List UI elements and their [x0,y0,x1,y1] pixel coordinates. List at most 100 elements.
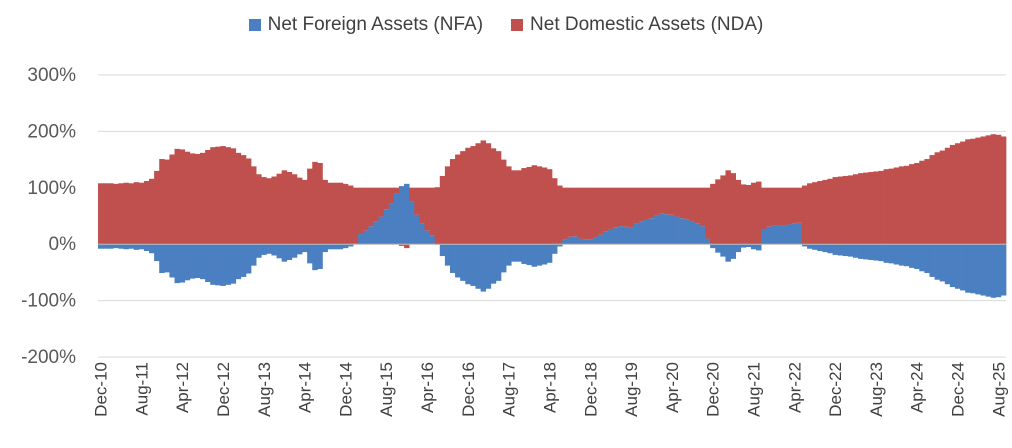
nda-bar [108,183,114,245]
nda-bar [628,187,634,228]
nfa-bar [174,244,180,284]
legend-label-nda: Net Domestic Assets (NDA) [530,14,764,35]
nfa-bar [852,244,859,258]
nfa-bar [235,244,242,280]
nda-bar [914,162,920,245]
nda-bar [924,159,930,245]
nda-bar [801,185,808,245]
nfa-bar [118,244,124,249]
nda-bar [633,187,640,224]
nda-bar [684,187,691,220]
nda-bar [740,184,747,245]
nda-bar [470,146,476,245]
x-tick-label: Aug-21 [744,362,763,417]
nfa-bar [618,226,624,245]
nda-bar [378,187,385,217]
nda-bar [383,187,390,210]
nda-bar [159,159,165,245]
nda-bar [776,187,782,226]
nda-bar [725,170,731,245]
nda-bar [164,159,170,245]
nda-bar [215,146,221,245]
nda-bar [995,134,1002,245]
nda-bar [648,187,655,219]
nfa-bar [781,225,788,245]
nfa-bar [827,244,833,254]
nda-bar [699,187,706,227]
nfa-bar [715,244,721,253]
nfa-bar [898,244,905,266]
nfa-bar [189,244,196,279]
nfa-bar [409,201,415,245]
nda-bar [965,139,971,245]
nfa-bar [592,237,599,245]
nda-bar [516,170,522,245]
nda-bar [485,143,492,245]
nda-bar [745,184,752,245]
nda-bar [659,187,665,214]
nfa-bar [842,244,849,257]
x-tick-label: Apr-20 [663,362,682,413]
nfa-bar [654,215,660,245]
nda-bar [128,183,135,245]
nfa-bar [495,244,502,281]
nfa-bar [225,244,231,285]
nfa-bar [791,223,798,245]
nda-bar [812,182,818,245]
nda-bar [990,134,997,245]
nfa-bar [429,235,436,245]
nfa-bar [710,244,716,249]
nfa-bar [184,244,191,281]
nda-bar [245,158,252,245]
nfa-bar [817,244,823,251]
nfa-bar [536,244,543,266]
x-tick-label: Aug-19 [622,362,641,417]
nda-bar [347,185,354,245]
nda-bar [929,155,935,245]
nda-bar [429,187,436,236]
legend-item-nfa: Net Foreign Assets (NFA) [248,14,483,36]
nfa-bar [562,239,568,245]
nda-bar [521,168,527,245]
nda-bar [526,166,532,245]
nda-bar [511,170,517,245]
nda-bar [373,187,379,222]
x-tick-label: Aug-25 [989,362,1008,417]
nfa-bar [439,244,446,257]
nfa-bar [740,244,747,248]
nfa-bar [623,226,629,245]
nfa-bar [506,244,512,266]
nda-bar [842,175,849,245]
nfa-bar [903,244,910,267]
nda-bar [189,153,196,245]
x-tick-label: Dec-22 [826,362,845,417]
nda-bar [179,149,186,245]
nda-bar [388,187,395,204]
x-tick-label: Apr-16 [418,362,437,413]
nda-bar [710,183,716,245]
nfa-bar [633,223,640,245]
nda-bar [944,147,951,245]
nda-bar [980,136,986,245]
nda-bar [307,168,313,245]
nda-bar [449,159,456,245]
nda-bar [970,138,976,245]
nfa-bar [980,244,986,296]
nda-bar [337,182,344,245]
x-tick-label: Dec-14 [336,362,355,417]
nfa-bar [302,244,308,253]
nda-bar [286,172,293,245]
nfa-bar [383,209,390,245]
nda-bar [832,177,839,245]
nda-bar [791,187,798,224]
nfa-bar [750,244,757,250]
nfa-bar [725,244,731,262]
nfa-bar [990,244,997,298]
nfa-bar [949,244,956,288]
nda-bar [669,187,675,215]
y-tick-label: 0% [49,234,77,255]
x-tick-label: Aug-13 [255,362,274,417]
nfa-bar [648,218,655,245]
nfa-bar [266,244,272,254]
nda-bar [796,187,803,223]
